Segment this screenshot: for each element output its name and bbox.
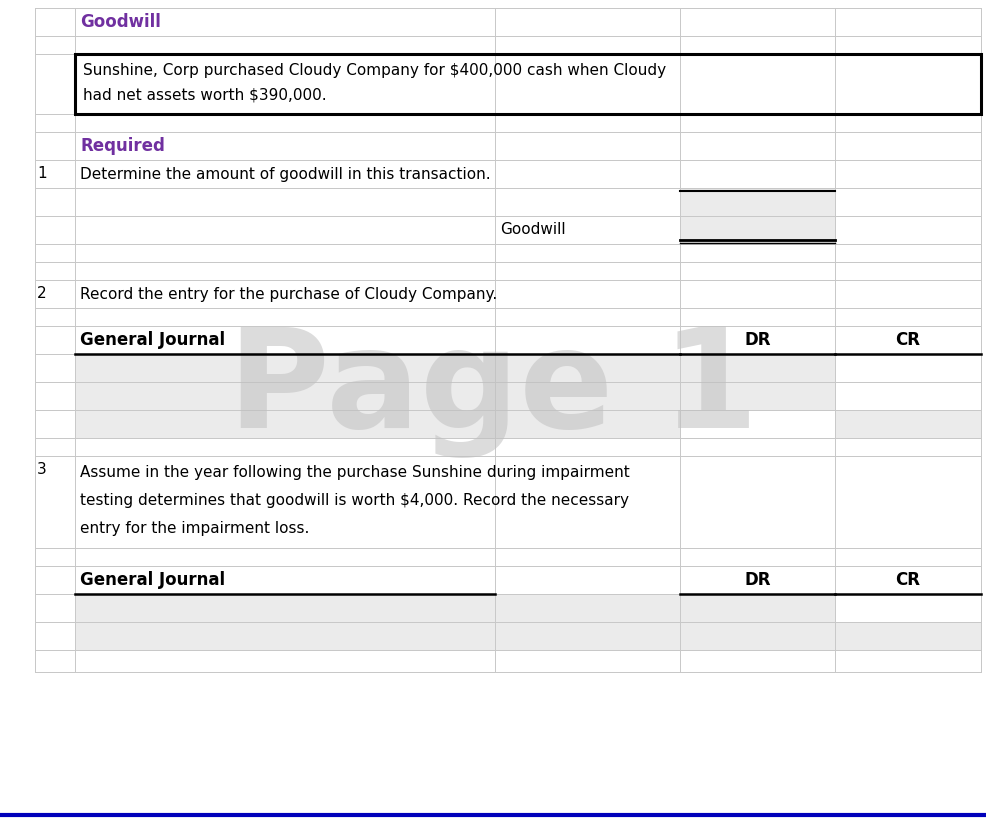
Text: 3: 3 [37, 462, 46, 477]
Bar [680, 216, 835, 244]
Text: DR: DR [744, 571, 771, 589]
Text: testing determines that goodwill is worth $4,000. Record the necessary: testing determines that goodwill is wort… [80, 493, 629, 508]
Text: General Journal: General Journal [80, 331, 225, 349]
Text: Sunshine, Corp purchased Cloudy Company for $400,000 cash when Cloudy: Sunshine, Corp purchased Cloudy Company … [83, 63, 667, 79]
Bar [75, 354, 680, 382]
Text: General Journal: General Journal [80, 571, 225, 589]
Text: CR: CR [895, 331, 921, 349]
Text: Required: Required [80, 137, 165, 155]
Bar [75, 54, 981, 114]
Bar [835, 622, 981, 650]
Text: Page 1: Page 1 [228, 323, 758, 459]
Bar [680, 188, 835, 216]
Text: Determine the amount of goodwill in this transaction.: Determine the amount of goodwill in this… [80, 167, 491, 182]
Bar [35, 8, 981, 672]
Bar [75, 622, 680, 650]
Text: 1: 1 [37, 167, 46, 182]
Bar [75, 410, 680, 438]
Text: Goodwill: Goodwill [500, 222, 566, 237]
Text: 2: 2 [37, 286, 46, 302]
Text: had net assets worth $390,000.: had net assets worth $390,000. [83, 88, 326, 102]
Text: CR: CR [895, 571, 921, 589]
Bar [680, 382, 835, 410]
Bar [680, 354, 835, 382]
Bar [75, 382, 680, 410]
Text: Goodwill: Goodwill [80, 13, 161, 31]
Text: Assume in the year following the purchase Sunshine during impairment: Assume in the year following the purchas… [80, 465, 630, 480]
Text: DR: DR [744, 331, 771, 349]
Bar [680, 622, 835, 650]
Bar [75, 594, 680, 622]
Text: Record the entry for the purchase of Cloudy Company.: Record the entry for the purchase of Clo… [80, 286, 497, 302]
Text: entry for the impairment loss.: entry for the impairment loss. [80, 521, 310, 536]
Bar [680, 594, 835, 622]
Bar [835, 410, 981, 438]
